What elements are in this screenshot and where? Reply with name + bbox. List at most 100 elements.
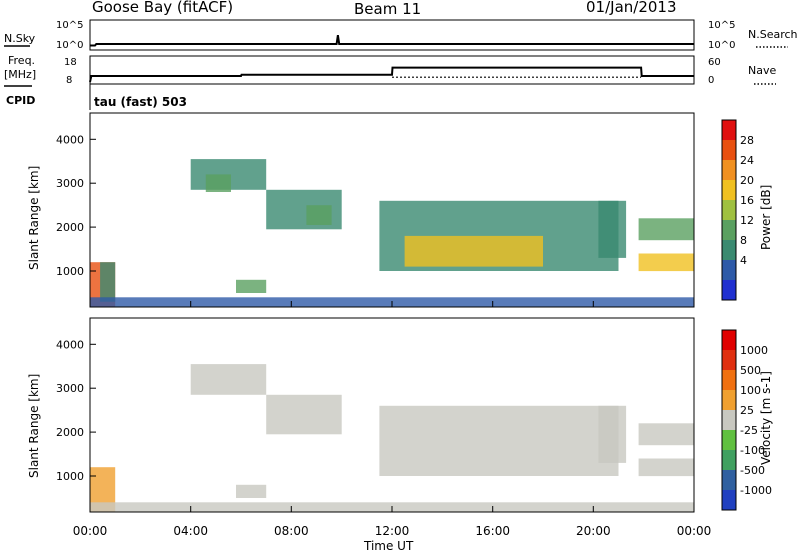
- velocity-region: [638, 458, 694, 477]
- velocity-region: [190, 364, 267, 395]
- velocity-cbar-tick-label: -1000: [740, 484, 772, 497]
- velocity-cbar-tick-label: -100: [740, 444, 765, 457]
- x-tick-label: 08:00: [274, 524, 309, 538]
- nsky-series-line: [90, 34, 694, 47]
- velocity-cbar-swatch: [722, 470, 736, 490]
- power-cbar-tick-label: 16: [740, 194, 754, 207]
- velocity-cbar-tick-label: 100: [740, 384, 761, 397]
- power-ytick-label: 2000: [56, 221, 84, 234]
- velocity-ytick-label: 2000: [56, 426, 84, 439]
- velocity-heatmap: [90, 364, 694, 512]
- power-region: [404, 235, 543, 267]
- velocity-cbar-swatch: [722, 410, 736, 430]
- power-cbar-tick-label: 12: [740, 214, 754, 227]
- cpid-value: tau (fast) 503: [94, 95, 187, 109]
- power-cbar-swatch: [722, 120, 736, 140]
- x-axis-ticks: 00:00 04:00 08:00 12:00 16:00 20:00 00:00: [73, 301, 712, 538]
- freq-panel-frame: [89, 55, 695, 85]
- velocity-ytick-label: 3000: [56, 382, 84, 395]
- nave-label: Nave: [748, 64, 776, 77]
- noise-left-tick-top: 10^5: [56, 20, 83, 31]
- velocity-region: [598, 405, 627, 463]
- power-ytick-label: 4000: [56, 133, 84, 146]
- velocity-cbar-tick-label: 500: [740, 364, 761, 377]
- nsearch-label: N.Search: [748, 28, 798, 41]
- velocity-yticks: 4000 3000 2000 1000: [56, 338, 96, 483]
- x-tick-label: 00:00: [677, 524, 712, 538]
- station-title: Goose Bay (fitACF): [92, 0, 233, 16]
- velocity-region: [379, 405, 619, 476]
- power-ylabel: Slant Range [km]: [27, 166, 41, 270]
- velocity-cbar-tick-label: -25: [740, 424, 758, 437]
- velocity-ytick-label: 1000: [56, 470, 84, 483]
- power-heatmap: [90, 159, 694, 307]
- freq-right-tick-top: 60: [708, 57, 721, 68]
- x-tick-label: 04:00: [173, 524, 208, 538]
- velocity-cbar-swatch: [722, 390, 736, 410]
- power-cbar-swatch: [722, 140, 736, 160]
- x-tick-label: 20:00: [576, 524, 611, 538]
- power-colorbar-label: Power [dB]: [759, 185, 773, 250]
- velocity-region: [236, 484, 267, 498]
- cpid-label: CPID: [6, 94, 35, 107]
- date-title: 01/Jan/2013: [586, 0, 677, 16]
- velocity-colorbar: 1000 500 100 25 -25 -100 -500 -1000: [721, 329, 772, 511]
- power-region: [306, 205, 332, 225]
- power-cbar-swatch: [722, 220, 736, 240]
- power-cbar-tick-label: 20: [740, 174, 754, 187]
- noise-left-tick-bottom: 10^0: [56, 40, 83, 51]
- velocity-region: [638, 423, 694, 446]
- noise-panel-frame: [89, 19, 695, 51]
- velocity-cbar-swatch: [722, 330, 736, 350]
- power-cbar-tick-label: 28: [740, 134, 754, 147]
- freq-left-tick-bottom: 8: [66, 75, 72, 86]
- power-region: [638, 253, 694, 272]
- velocity-cbar-tick-label: -500: [740, 464, 765, 477]
- noise-right-tick-bottom: 10^0: [708, 40, 735, 51]
- velocity-colorbar-label: Velocity [m s-1]: [759, 371, 773, 465]
- beam-title: Beam 11: [354, 0, 421, 18]
- power-cbar-frame: [721, 119, 737, 301]
- power-cbar-swatch: [722, 280, 736, 300]
- power-region: [638, 218, 694, 241]
- x-tick-label: 12:00: [375, 524, 410, 538]
- velocity-ylabel: Slant Range [km]: [27, 374, 41, 478]
- velocity-cbar-tick-label: 1000: [740, 344, 768, 357]
- freq-label: Freq.: [8, 54, 35, 67]
- velocity-ytick-label: 4000: [56, 338, 84, 351]
- velocity-cbar-tick-label: 25: [740, 404, 754, 417]
- power-cbar-tick-label: 24: [740, 154, 754, 167]
- velocity-cbar-frame: [721, 329, 737, 511]
- power-cbar-swatch: [722, 180, 736, 200]
- power-cbar-swatch: [722, 160, 736, 180]
- power-ytick-label: 3000: [56, 177, 84, 190]
- power-cbar-swatch: [722, 200, 736, 220]
- power-cbar-swatch: [722, 240, 736, 260]
- x-tick-label: 00:00: [73, 524, 108, 538]
- x-tick-label: 16:00: [475, 524, 510, 538]
- freq-unit-label: [MHz]: [4, 68, 36, 81]
- power-cbar-tick-label: 4: [740, 254, 747, 267]
- power-cbar-tick-label: 8: [740, 234, 747, 247]
- power-cbar-swatch: [722, 260, 736, 280]
- freq-right-tick-bottom: 0: [708, 75, 714, 86]
- velocity-cbar-swatch: [722, 370, 736, 390]
- velocity-cbar-swatch: [722, 450, 736, 470]
- power-region: [205, 174, 231, 192]
- velocity-cbar-swatch: [722, 350, 736, 370]
- velocity-cbar-swatch: [722, 490, 736, 510]
- freq-series-line: [89, 66, 694, 83]
- velocity-cbar-swatch: [722, 430, 736, 450]
- x-axis-label: Time UT: [363, 539, 414, 553]
- power-region: [598, 200, 627, 258]
- power-yticks: 4000 3000 2000 1000: [56, 133, 96, 278]
- power-region: [236, 279, 267, 293]
- velocity-region: [266, 394, 342, 435]
- noise-right-tick-top: 10^5: [708, 20, 735, 31]
- nsky-label: N.Sky: [4, 32, 36, 45]
- power-colorbar: 28 24 20 16 12 8 4: [721, 119, 754, 301]
- power-region: [100, 262, 116, 302]
- power-ytick-label: 1000: [56, 265, 84, 278]
